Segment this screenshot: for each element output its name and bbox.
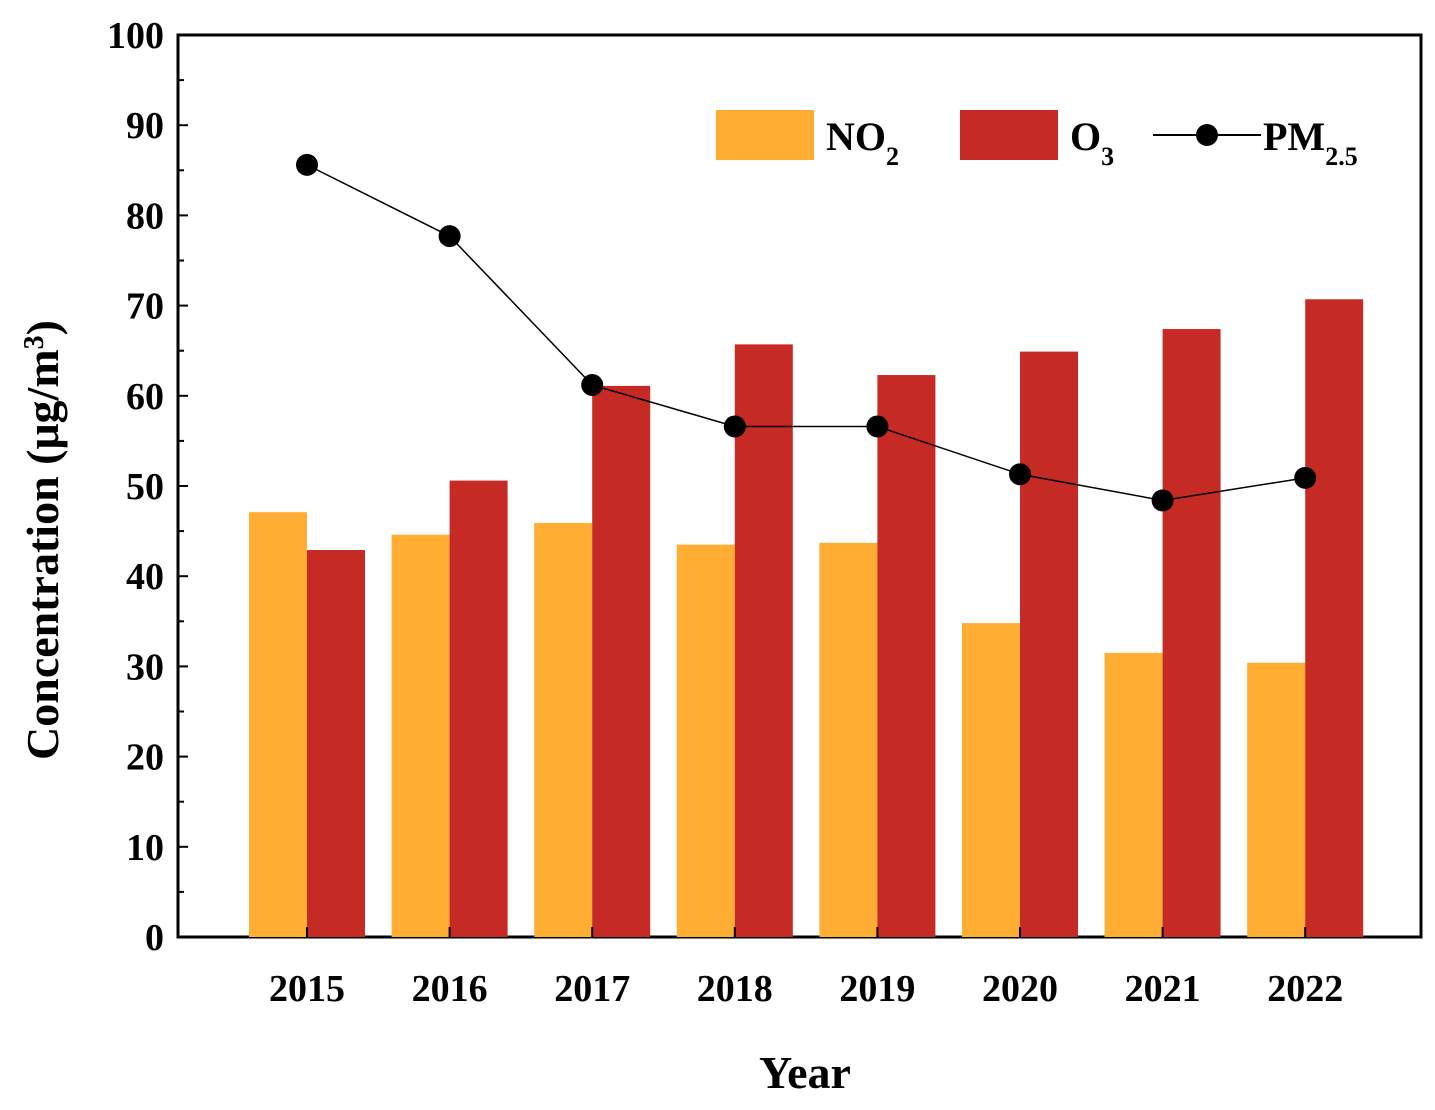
y-tick-label: 50 [126,466,164,508]
y-tick-label: 90 [126,105,164,147]
y-tick-label: 100 [107,15,164,57]
x-tick-label: 2015 [269,968,345,1010]
point-pm25-2015 [296,153,318,176]
point-pm25-2019 [866,415,889,438]
x-tick-label: 2021 [1125,968,1201,1010]
legend-label-o3-main: O [1070,114,1101,159]
point-pm25-2016 [438,225,461,248]
bar-o3-2017 [592,385,651,937]
legend-label-no2: NO2 [826,114,899,171]
legend-marker-pm25 [1196,124,1218,146]
y-tick-label: 60 [126,376,164,418]
bar-no2-2018 [676,544,735,937]
x-tick-label: 2019 [839,968,915,1010]
bar-no2-2019 [819,542,878,937]
bar-no2-2020 [962,623,1020,937]
y-tick-label: 0 [145,917,164,959]
bar-no2-2017 [534,522,593,937]
point-pm25-2022 [1294,466,1317,489]
point-pm25-2017 [581,373,604,396]
legend-swatch-o3 [960,110,1058,160]
bar-no2-2021 [1104,652,1163,937]
point-pm25-2020 [1009,463,1031,486]
point-pm25-2018 [723,415,746,438]
y-tick-label: 80 [126,195,164,237]
x-tick-label: 2022 [1267,968,1343,1010]
y-tick-label: 20 [126,737,164,779]
line-pm25 [306,164,1306,502]
legend: NO2 O3 PM2.5 [716,110,1358,171]
bar-no2-2015 [249,512,307,937]
y-tick-label: 10 [126,827,164,869]
legend-label-pm25-sub: 2.5 [1325,142,1358,171]
legend-label-pm25: PM2.5 [1263,114,1358,171]
y-axis: 0 10 20 30 40 50 60 70 80 90 100 [107,15,188,959]
x-tick-label: 2017 [554,968,630,1010]
x-tick-label: 2016 [412,968,488,1010]
x-axis: 2015 2016 2017 2018 2019 2020 2021 2022 [269,927,1343,1010]
legend-swatch-no2 [716,110,814,160]
bar-no2-2022 [1247,662,1306,937]
bar-o3-2021 [1162,329,1221,937]
y-axis-title-close: ) [17,320,68,335]
y-axis-title-superscript: 3 [19,335,50,349]
bars-layer [249,299,1364,938]
point-pm25-2021 [1151,489,1174,512]
y-tick-label: 40 [126,556,164,598]
bar-o3-2018 [734,344,793,937]
y-axis-title-main: Concentration (μg/m [17,349,68,760]
y-tick-label: 70 [126,286,164,328]
bar-no2-2016 [391,534,450,937]
y-tick-label: 30 [126,646,164,688]
x-axis-title: Year [759,1047,851,1098]
bar-o3-2022 [1305,299,1364,937]
bar-o3-2016 [449,480,508,937]
line-layer [296,153,1317,512]
legend-label-o3: O3 [1070,114,1114,171]
bar-o3-2015 [307,550,365,937]
legend-label-no2-main: NO [826,114,886,159]
x-tick-label: 2018 [697,968,773,1010]
bar-o3-2020 [1020,351,1078,937]
legend-label-no2-sub: 2 [886,142,899,171]
legend-label-pm25-main: PM [1263,114,1325,159]
bar-o3-2019 [877,375,936,938]
y-axis-title: Concentration (μg/m3) [17,320,68,760]
legend-label-o3-sub: 3 [1101,142,1114,171]
x-tick-label: 2020 [982,968,1058,1010]
